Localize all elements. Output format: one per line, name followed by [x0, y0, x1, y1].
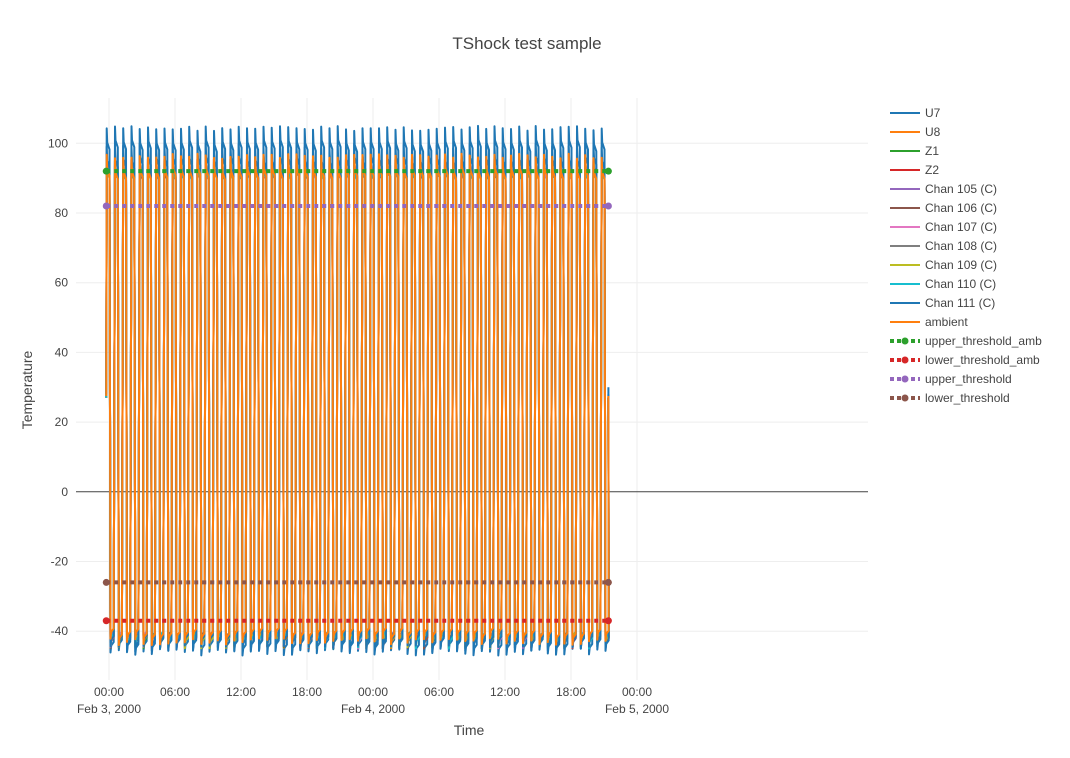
x-tick-label: 00:00: [94, 685, 124, 699]
legend-label: Chan 108 (C): [925, 239, 997, 253]
legend-marker: [901, 375, 909, 383]
x-tick-label: 18:00: [292, 685, 322, 699]
x-tick-label: 12:00: [226, 685, 256, 699]
chart-title: TShock test sample: [452, 34, 601, 53]
threshold-marker-lower-threshold-amb: [604, 617, 612, 625]
threshold-lines: [102, 167, 612, 625]
legend-item-chan-109-c[interactable]: Chan 109 (C): [890, 258, 997, 272]
legend-label: Chan 106 (C): [925, 201, 997, 215]
legend-item-chan-107-c[interactable]: Chan 107 (C): [890, 220, 997, 234]
legend-label: Chan 110 (C): [925, 277, 996, 291]
legend-label: upper_threshold: [925, 372, 1012, 386]
legend-label: Z2: [925, 163, 939, 177]
legend-label: Chan 105 (C): [925, 182, 997, 196]
legend-item-upper-threshold[interactable]: upper_threshold: [890, 372, 1012, 386]
y-tick-label: -40: [51, 624, 69, 638]
legend-item-u7[interactable]: U7: [890, 106, 941, 120]
threshold-marker-upper-threshold-amb: [604, 167, 612, 175]
y-tick-label: 60: [55, 276, 69, 290]
y-tick-label: 0: [61, 485, 68, 499]
x-tick-label: 00:00: [622, 685, 652, 699]
series-line-ambient: [105, 152, 610, 647]
legend-label: Chan 107 (C): [925, 220, 997, 234]
x-tick-label: 18:00: [556, 685, 586, 699]
y-tick-label: 40: [55, 345, 69, 359]
legend-label: Chan 109 (C): [925, 258, 997, 272]
x-tick-labels: 00:00 Feb 3, 2000 06:00 12:00 18:00 00:00 Feb …: [77, 685, 669, 716]
legend-item-chan-106-c[interactable]: Chan 106 (C): [890, 201, 997, 215]
legend-label: lower_threshold_amb: [925, 353, 1040, 367]
legend: U7 U8 Z1 Z2 Chan 105 (C) Chan 106 (C) Chan 107…: [890, 106, 1042, 405]
legend-item-upper-threshold-amb[interactable]: upper_threshold_amb: [890, 334, 1042, 348]
x-tick-date-label: Feb 5, 2000: [605, 702, 669, 716]
legend-marker: [901, 337, 909, 345]
y-axis-title: Temperature: [19, 350, 35, 429]
legend-item-lower-threshold-amb[interactable]: lower_threshold_amb: [890, 353, 1040, 367]
threshold-marker-lower-threshold-amb: [102, 617, 110, 625]
legend-marker: [901, 356, 909, 364]
threshold-marker-upper-threshold: [604, 202, 612, 210]
x-tick-date-label: Feb 4, 2000: [341, 702, 405, 716]
legend-label: ambient: [925, 315, 968, 329]
legend-item-chan-105-c[interactable]: Chan 105 (C): [890, 182, 997, 196]
legend-item-ambient[interactable]: ambient: [890, 315, 968, 329]
x-tick-label: 06:00: [424, 685, 454, 699]
threshold-marker-upper-threshold-amb: [102, 167, 110, 175]
series-lines: [105, 124, 610, 657]
threshold-marker-upper-threshold: [102, 202, 110, 210]
x-axis-title: Time: [454, 722, 485, 738]
legend-item-lower-threshold[interactable]: lower_threshold: [890, 391, 1010, 405]
x-tick-label: 06:00: [160, 685, 190, 699]
legend-label: upper_threshold_amb: [925, 334, 1042, 348]
legend-item-chan-110-c[interactable]: Chan 110 (C): [890, 277, 996, 291]
x-tick-label: 12:00: [490, 685, 520, 699]
threshold-marker-lower-threshold: [604, 578, 612, 586]
legend-item-z1[interactable]: Z1: [890, 144, 939, 158]
legend-item-u8[interactable]: U8: [890, 125, 941, 139]
legend-marker: [901, 394, 909, 402]
y-tick-label: -20: [51, 555, 69, 569]
threshold-marker-lower-threshold: [102, 578, 110, 586]
x-tick-date-label: Feb 3, 2000: [77, 702, 141, 716]
legend-label: U8: [925, 125, 941, 139]
y-tick-label: 100: [48, 136, 68, 150]
legend-label: Z1: [925, 144, 939, 158]
y-tick-labels: -40 -20 0 20 40 60 80 100: [48, 136, 68, 638]
legend-item-chan-108-c[interactable]: Chan 108 (C): [890, 239, 997, 253]
legend-label: U7: [925, 106, 941, 120]
y-tick-label: 80: [55, 206, 69, 220]
y-tick-label: 20: [55, 415, 69, 429]
legend-item-chan-111-c[interactable]: Chan 111 (C): [890, 296, 995, 310]
x-tick-label: 00:00: [358, 685, 388, 699]
legend-item-z2[interactable]: Z2: [890, 163, 939, 177]
legend-label: Chan 111 (C): [925, 296, 995, 310]
legend-label: lower_threshold: [925, 391, 1010, 405]
